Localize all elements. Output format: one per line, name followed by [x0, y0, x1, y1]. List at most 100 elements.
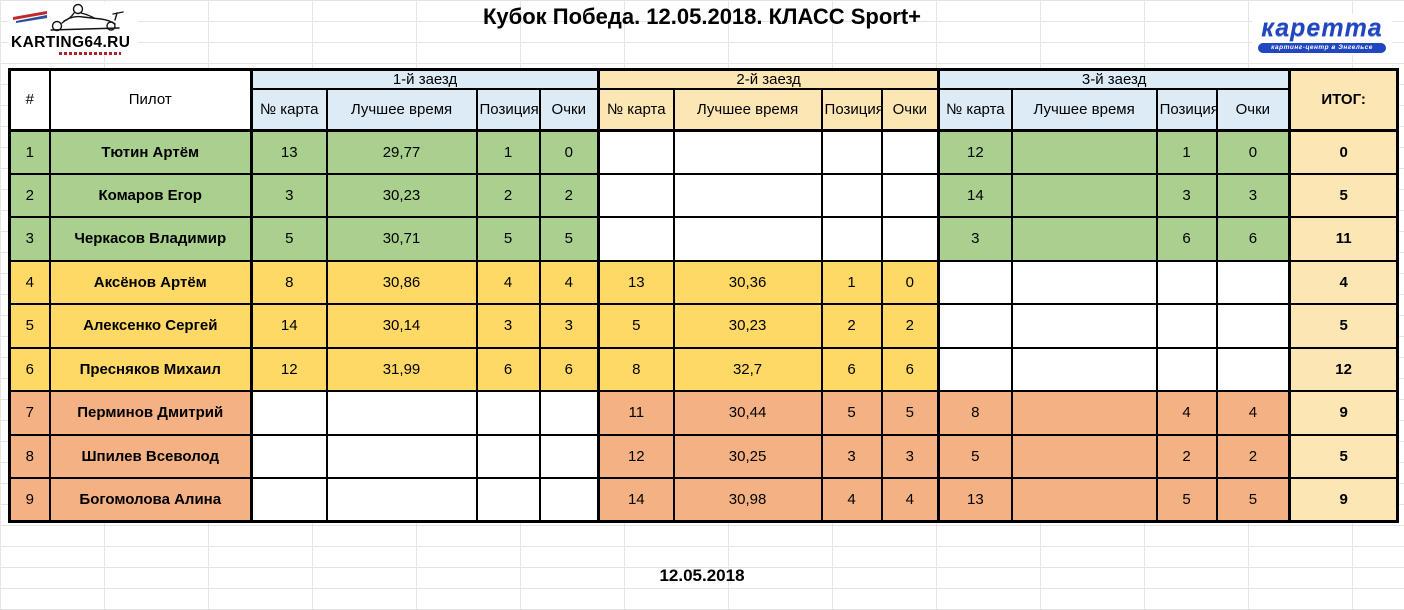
- table-row: 8 Шпилев Всеволод 12 30,25 3 3 5 2 2 5: [8, 433, 1399, 479]
- cell-position: 4: [820, 477, 883, 523]
- cell-kart-number: [597, 172, 675, 218]
- cell-rank: 3: [8, 216, 51, 262]
- cell-rank: 7: [8, 390, 51, 436]
- cell-position: 6: [475, 346, 541, 392]
- cell-pilot-name: Алексенко Сергей: [48, 303, 253, 349]
- cell-position: [1155, 259, 1218, 305]
- cell-kart-number: 12: [250, 346, 328, 392]
- col-header-position: Позиция: [820, 88, 883, 131]
- cell-kart-number: [937, 259, 1013, 305]
- cell-kart-number: [937, 346, 1013, 392]
- cell-kart-number: 3: [250, 172, 328, 218]
- cell-best-time: 30,86: [325, 259, 478, 305]
- cell-points: [880, 216, 940, 262]
- cell-position: [475, 433, 541, 479]
- cell-kart-number: 14: [937, 172, 1013, 218]
- cell-kart-number: 13: [250, 128, 328, 175]
- cell-position: 3: [1155, 172, 1218, 218]
- cell-total: 9: [1288, 390, 1399, 436]
- cell-position: [475, 477, 541, 523]
- karting64-tagline-strip: [59, 51, 121, 55]
- cell-kart-number: 12: [597, 433, 675, 479]
- cell-best-time: [1010, 172, 1158, 218]
- cell-points: 4: [880, 477, 940, 523]
- cell-kart-number: 8: [597, 346, 675, 392]
- cell-points: 5: [538, 216, 600, 262]
- sub-header-row: № карта Лучшее время Позиция Очки № карт…: [10, 88, 1398, 131]
- table-row: 5 Алексенко Сергей 14 30,14 3 3 5 30,23 2 2 5: [8, 303, 1399, 349]
- cell-kart-number: [597, 216, 675, 262]
- results-table: # Пилот 1-й заезд 2-й заезд 3-й заезд ИТ…: [8, 68, 1400, 523]
- cell-position: 4: [1155, 390, 1218, 436]
- cell-rank: 9: [8, 477, 51, 523]
- cell-best-time: [1010, 216, 1158, 262]
- cell-best-time: [325, 477, 478, 523]
- cell-points: 6: [538, 346, 600, 392]
- cell-best-time: 30,25: [672, 433, 823, 479]
- heat2-group-header: 2-й заезд: [597, 68, 940, 90]
- cell-best-time: 30,14: [325, 303, 478, 349]
- cell-best-time: [325, 390, 478, 436]
- cell-pilot-name: Комаров Егор: [48, 172, 253, 218]
- cell-best-time: 32,7: [672, 346, 823, 392]
- cell-points: [1215, 346, 1291, 392]
- col-header-position: Позиция: [475, 88, 541, 131]
- cell-total: 5: [1288, 433, 1399, 479]
- cell-points: [538, 390, 600, 436]
- cell-best-time: 30,44: [672, 390, 823, 436]
- cell-best-time: [1010, 390, 1158, 436]
- cell-pilot-name: Аксёнов Артём: [48, 259, 253, 305]
- cell-total: 5: [1288, 172, 1399, 218]
- cell-position: [820, 172, 883, 218]
- cell-rank: 4: [8, 259, 51, 305]
- cell-position: 5: [475, 216, 541, 262]
- cell-rank: 8: [8, 433, 51, 479]
- cell-position: 5: [820, 390, 883, 436]
- cell-position: 6: [1155, 216, 1218, 262]
- cell-position: 1: [475, 128, 541, 175]
- cell-points: 2: [880, 303, 940, 349]
- cell-kart-number: 8: [250, 259, 328, 305]
- cell-total: 11: [1288, 216, 1399, 262]
- cell-position: 2: [1155, 433, 1218, 479]
- table-row: 7 Перминов Дмитрий 11 30,44 5 5 8 4 4 9: [8, 390, 1399, 436]
- cell-points: 6: [880, 346, 940, 392]
- cell-position: 6: [820, 346, 883, 392]
- cell-points: 5: [880, 390, 940, 436]
- cell-pilot-name: Богомолова Алина: [48, 477, 253, 523]
- col-header-best-time: Лучшее время: [1010, 88, 1158, 131]
- cell-pilot-name: Пресняков Михаил: [48, 346, 253, 392]
- cell-position: 4: [475, 259, 541, 305]
- cell-points: [538, 433, 600, 479]
- col-header-pilot: Пилот: [48, 68, 253, 131]
- cell-points: 6: [1215, 216, 1291, 262]
- heat-group-header-row: # Пилот 1-й заезд 2-й заезд 3-й заезд ИТ…: [8, 68, 1399, 131]
- cell-kart-number: 13: [937, 477, 1013, 523]
- cell-total: 9: [1288, 477, 1399, 523]
- cell-best-time: 29,77: [325, 128, 478, 175]
- cell-kart-number: 3: [937, 216, 1013, 262]
- cell-pilot-name: Шпилев Всеволод: [48, 433, 253, 479]
- cell-pilot-name: Перминов Дмитрий: [48, 390, 253, 436]
- table-row: 6 Пресняков Михаил 12 31,99 6 6 8 32,7 6 6 12: [8, 346, 1399, 392]
- table-row: 4 Аксёнов Артём 8 30,86 4 4 13 30,36 1 0 4: [8, 259, 1399, 305]
- col-header-kart: № карта: [250, 88, 328, 131]
- cell-pilot-name: Тютин Артём: [48, 128, 253, 175]
- cell-kart-number: 5: [597, 303, 675, 349]
- col-header-position: Позиция: [1155, 88, 1218, 131]
- table-row: 3 Черкасов Владимир 5 30,71 5 5 3 6 6 11: [8, 216, 1399, 262]
- cell-rank: 2: [8, 172, 51, 218]
- col-header-kart: № карта: [597, 88, 675, 131]
- cell-kart-number: 14: [250, 303, 328, 349]
- cell-points: 4: [538, 259, 600, 305]
- cell-points: 0: [538, 128, 600, 175]
- cell-rank: 5: [8, 303, 51, 349]
- cell-total: 4: [1288, 259, 1399, 305]
- cell-kart-number: [250, 477, 328, 523]
- cell-total: 12: [1288, 346, 1399, 392]
- results-body: 1 Тютин Артём 13 29,77 1 0 12 1 0 0 2 Комаров Егор 3…: [8, 128, 1399, 523]
- cell-position: [820, 216, 883, 262]
- cell-points: 0: [880, 259, 940, 305]
- heat3-group-header: 3-й заезд: [937, 68, 1291, 90]
